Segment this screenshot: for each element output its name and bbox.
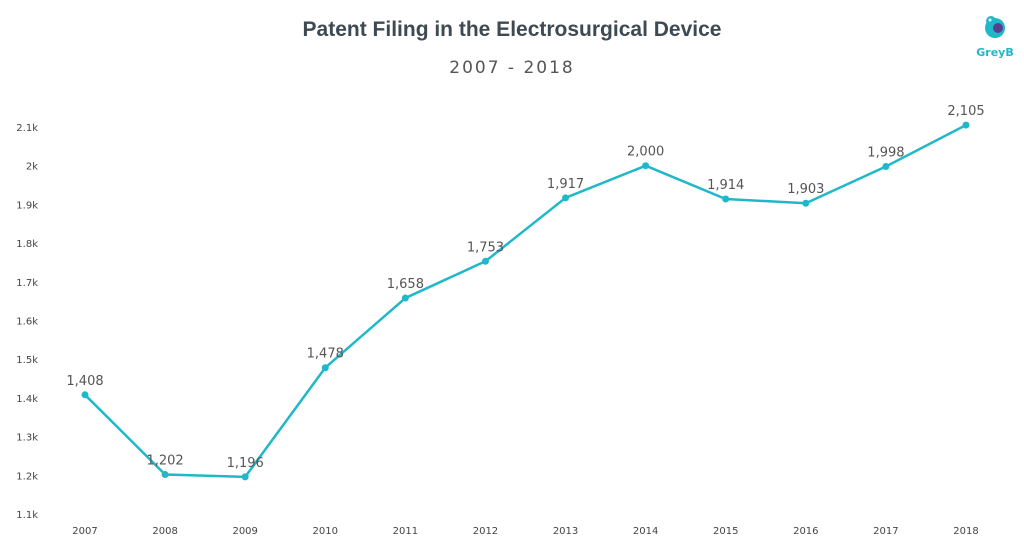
y-tick-label: 1.7k: [16, 278, 38, 289]
y-tick-label: 1.6k: [16, 317, 38, 328]
data-label: 2,000: [627, 145, 664, 160]
data-point: [722, 195, 730, 203]
data-label: 1,753: [467, 240, 504, 255]
x-tick-label: 2014: [633, 526, 658, 537]
y-tick-label: 1.4k: [16, 394, 38, 405]
data-label: 1,917: [547, 177, 584, 192]
chart-subtitle: 2007 - 2018: [449, 58, 575, 78]
y-tick-label: 2.1k: [16, 123, 38, 134]
data-point: [642, 162, 650, 170]
x-tick-label: 2009: [232, 526, 257, 537]
data-point: [962, 121, 970, 129]
x-tick-label: 2015: [713, 526, 738, 537]
data-point: [802, 199, 810, 207]
data-point: [81, 391, 89, 399]
data-label: 1,202: [146, 454, 183, 469]
y-tick-label: 2k: [26, 162, 38, 173]
y-tick-label: 1.8k: [16, 239, 38, 250]
data-label: 2,105: [947, 104, 984, 119]
data-label: 1,903: [787, 182, 824, 197]
x-tick-label: 2007: [72, 526, 97, 537]
y-tick-label: 1.5k: [16, 355, 38, 366]
x-tick-label: 2011: [393, 526, 418, 537]
data-label: 1,196: [227, 456, 264, 471]
x-tick-label: 2013: [553, 526, 578, 537]
data-label: 1,914: [707, 178, 744, 193]
x-tick-label: 2017: [873, 526, 898, 537]
data-label: 1,998: [867, 145, 904, 160]
logo-text: GreyB: [976, 46, 1014, 59]
data-label: 1,408: [66, 374, 103, 389]
data-point: [161, 471, 169, 479]
x-tick-label: 2016: [793, 526, 818, 537]
data-point: [401, 294, 409, 302]
data-point: [882, 162, 890, 170]
data-label: 1,658: [387, 277, 424, 292]
data-point: [321, 364, 329, 372]
data-point: [562, 194, 570, 202]
y-tick-label: 1.1k: [16, 510, 38, 521]
data-label: 1,478: [307, 347, 344, 362]
x-tick-label: 2018: [953, 526, 978, 537]
data-point: [241, 473, 249, 481]
chart-title: Patent Filing in the Electrosurgical Dev…: [302, 18, 722, 41]
greyb-logo: GreyB: [970, 10, 1020, 66]
y-tick-label: 1.9k: [16, 200, 38, 211]
x-tick-label: 2010: [313, 526, 338, 537]
x-tick-label: 2012: [473, 526, 498, 537]
data-point: [481, 257, 489, 265]
y-tick-label: 1.3k: [16, 433, 38, 444]
series-line: [84, 123, 967, 479]
y-tick-label: 1.2k: [16, 471, 38, 482]
greyb-bird-icon: [985, 16, 1005, 38]
x-tick-label: 2008: [152, 526, 177, 537]
